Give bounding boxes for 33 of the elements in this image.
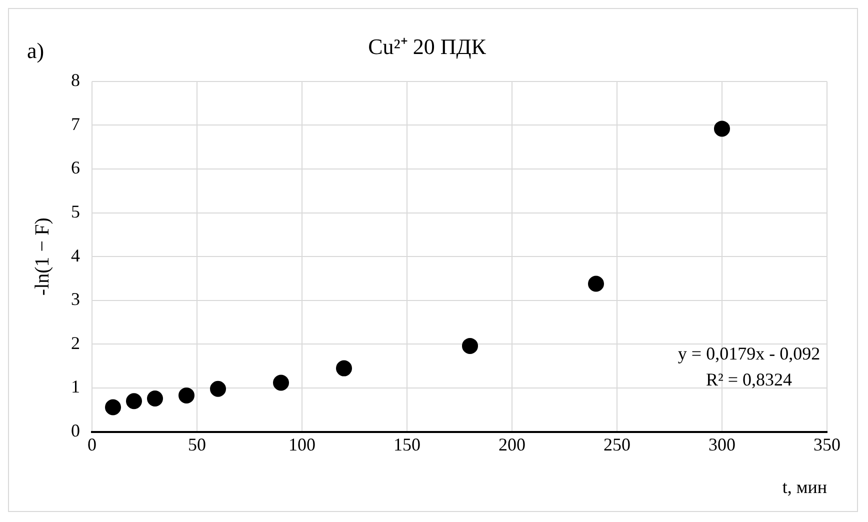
- x-tick-label: 250: [604, 434, 630, 454]
- y-tick-label: 1: [71, 376, 80, 397]
- point: [336, 360, 352, 376]
- y-tick-label: 0: [71, 420, 80, 441]
- point: [105, 399, 121, 416]
- point: [210, 380, 226, 397]
- y-tick-label: 2: [71, 332, 80, 353]
- x-tick-label: 300: [708, 434, 736, 454]
- x-axis-title: t, мин: [782, 476, 828, 497]
- chart-title: Cu²⁺ 20 ПДК: [368, 34, 486, 59]
- x-tick-label: 0: [88, 434, 96, 454]
- point: [714, 120, 730, 137]
- y-tick-label: 8: [71, 70, 80, 90]
- y-tick-label: 7: [71, 114, 80, 134]
- y-tick-label: 5: [71, 202, 80, 222]
- point: [462, 338, 478, 354]
- annotation: y = 0,0179x - 0,092: [678, 344, 820, 364]
- point: [178, 387, 194, 404]
- point: [147, 390, 163, 407]
- y-tick-label: 3: [71, 289, 80, 310]
- point: [273, 374, 289, 391]
- x-tick-label: 150: [394, 434, 420, 454]
- point: [126, 393, 142, 410]
- x-tick-label: 200: [498, 434, 526, 454]
- y-tick-label: 6: [71, 158, 80, 178]
- annotation: R² = 0,8324: [706, 370, 792, 390]
- y-tick-label: 4: [71, 245, 80, 266]
- text: a): [27, 38, 44, 63]
- x-tick-label: 350: [814, 434, 840, 454]
- y-axis-title: -ln(1 − F): [31, 218, 54, 296]
- x-tick-label: 50: [188, 434, 206, 454]
- x-tick-label: 100: [288, 434, 316, 454]
- point: [588, 276, 604, 292]
